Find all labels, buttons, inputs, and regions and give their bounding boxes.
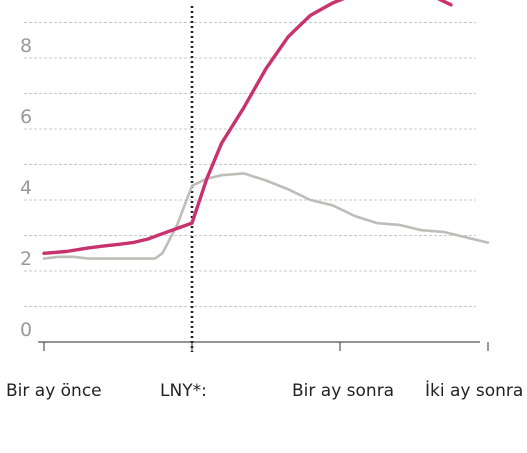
y-tick-label-4: 4 <box>20 177 32 199</box>
y-tick-label-6: 6 <box>20 106 32 128</box>
series-lines <box>42 0 490 260</box>
x-axis <box>38 341 489 351</box>
x-axis-tick-labels: Bir ay önce LNY*: Bir ay sonra İki ay sonra <box>6 380 523 401</box>
series-line-1 <box>42 0 453 256</box>
y-tick-label-0: 0 <box>20 319 32 341</box>
x-tick-label: İki ay sonra <box>425 380 523 401</box>
y-axis-tick-labels: 0 2 4 6 8 <box>20 35 32 341</box>
x-tick-label: Bir ay önce <box>6 381 102 401</box>
gridlines <box>24 22 476 307</box>
y-tick-label-2: 2 <box>20 248 32 270</box>
x-tick-label: Bir ay sonra <box>292 381 394 401</box>
y-tick-label-8: 8 <box>20 35 32 57</box>
series-line-2 <box>42 172 490 260</box>
x-tick-label: LNY*: <box>160 381 207 401</box>
